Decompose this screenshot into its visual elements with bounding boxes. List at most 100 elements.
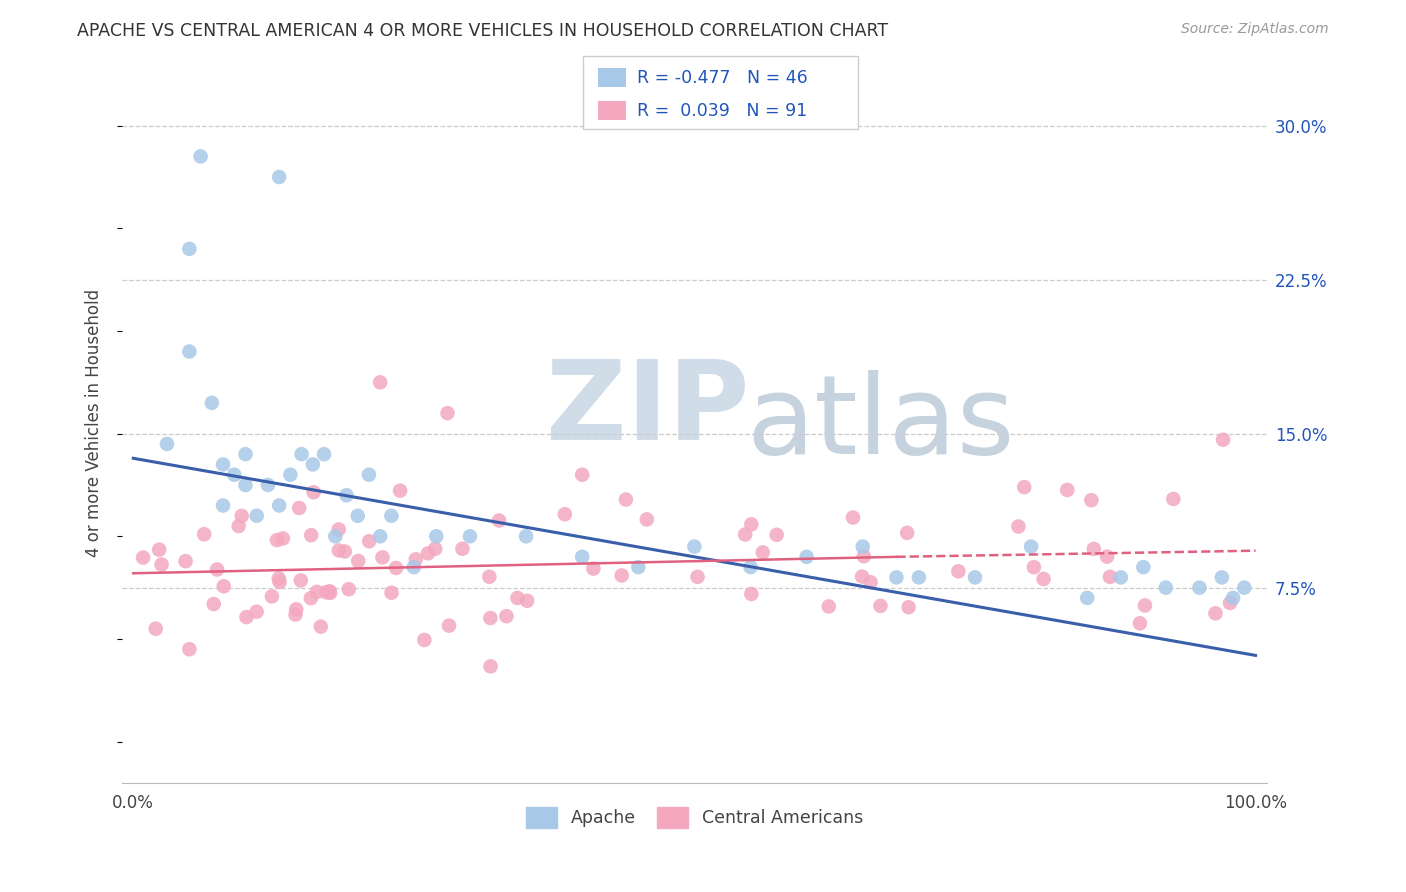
Point <box>323 529 346 543</box>
Point <box>299 591 322 606</box>
Point <box>1212 433 1234 447</box>
Point <box>413 632 436 647</box>
Point <box>948 564 970 578</box>
Y-axis label: 4 or more Vehicles in Household: 4 or more Vehicles in Household <box>86 289 103 558</box>
Point <box>201 396 224 410</box>
Point <box>150 558 173 572</box>
Point <box>416 546 439 560</box>
Point <box>333 544 356 558</box>
Point <box>751 545 773 559</box>
Point <box>458 529 481 543</box>
Point <box>290 574 312 588</box>
Point <box>335 488 357 502</box>
Point <box>437 618 460 632</box>
Point <box>380 586 402 600</box>
Point <box>309 620 332 634</box>
Point <box>610 568 633 582</box>
Point <box>582 561 605 575</box>
Point <box>479 611 502 625</box>
Point <box>1012 480 1035 494</box>
Text: ZIP: ZIP <box>546 356 749 463</box>
Point <box>328 543 350 558</box>
Point <box>385 561 408 575</box>
Point <box>284 607 307 622</box>
Point <box>1019 540 1042 554</box>
Point <box>1095 549 1118 564</box>
Point <box>212 458 235 472</box>
Point <box>246 605 269 619</box>
Point <box>627 560 650 574</box>
Point <box>224 467 246 482</box>
Point <box>686 570 709 584</box>
Point <box>1133 599 1156 613</box>
Point <box>636 512 658 526</box>
Point <box>368 376 391 390</box>
Point <box>405 552 427 566</box>
Point <box>897 600 920 615</box>
Point <box>1204 607 1226 621</box>
Point <box>269 169 291 184</box>
Point <box>1211 570 1233 584</box>
Point <box>1154 581 1177 595</box>
Point <box>305 584 328 599</box>
Point <box>380 508 402 523</box>
Point <box>1007 519 1029 533</box>
Point <box>515 529 537 543</box>
Point <box>851 569 873 583</box>
Point <box>260 590 283 604</box>
Point <box>190 149 212 163</box>
Point <box>347 554 370 568</box>
Point <box>148 542 170 557</box>
Point <box>1132 560 1154 574</box>
Point <box>346 508 368 523</box>
Point <box>156 437 179 451</box>
Point <box>516 593 538 607</box>
Point <box>740 517 762 532</box>
Point <box>1163 491 1185 506</box>
Point <box>212 499 235 513</box>
Point <box>267 572 290 586</box>
Point <box>291 447 314 461</box>
Point <box>425 541 447 556</box>
Point <box>1080 493 1102 508</box>
Point <box>280 467 302 482</box>
Point <box>908 570 931 584</box>
Point <box>269 499 291 513</box>
Point <box>205 562 228 576</box>
Point <box>269 574 291 589</box>
Point <box>765 528 787 542</box>
Point <box>451 541 474 556</box>
Point <box>288 500 311 515</box>
Point <box>683 540 706 554</box>
Text: Source: ZipAtlas.com: Source: ZipAtlas.com <box>1181 22 1329 37</box>
Point <box>193 527 215 541</box>
Text: APACHE VS CENTRAL AMERICAN 4 OR MORE VEHICLES IN HOUSEHOLD CORRELATION CHART: APACHE VS CENTRAL AMERICAN 4 OR MORE VEH… <box>77 22 889 40</box>
Point <box>368 529 391 543</box>
Point <box>312 447 335 461</box>
Point <box>1129 616 1152 631</box>
Point <box>495 609 517 624</box>
Point <box>359 534 381 549</box>
Point <box>357 467 380 482</box>
Point <box>174 554 197 568</box>
Point <box>488 514 510 528</box>
Point <box>734 527 756 541</box>
Point <box>1222 591 1244 605</box>
Point <box>1098 570 1121 584</box>
Point <box>145 622 167 636</box>
Point <box>571 549 593 564</box>
Point <box>402 560 425 574</box>
Legend: Apache, Central Americans: Apache, Central Americans <box>519 800 870 835</box>
Point <box>266 533 288 547</box>
Point <box>1233 581 1256 595</box>
Point <box>1188 581 1211 595</box>
Point <box>179 642 201 657</box>
Point <box>554 508 576 522</box>
Point <box>852 549 875 564</box>
Point <box>371 550 394 565</box>
Point <box>1032 572 1054 586</box>
Point <box>285 602 308 616</box>
Point <box>425 529 447 543</box>
Point <box>1109 570 1132 584</box>
Point <box>1022 560 1045 574</box>
